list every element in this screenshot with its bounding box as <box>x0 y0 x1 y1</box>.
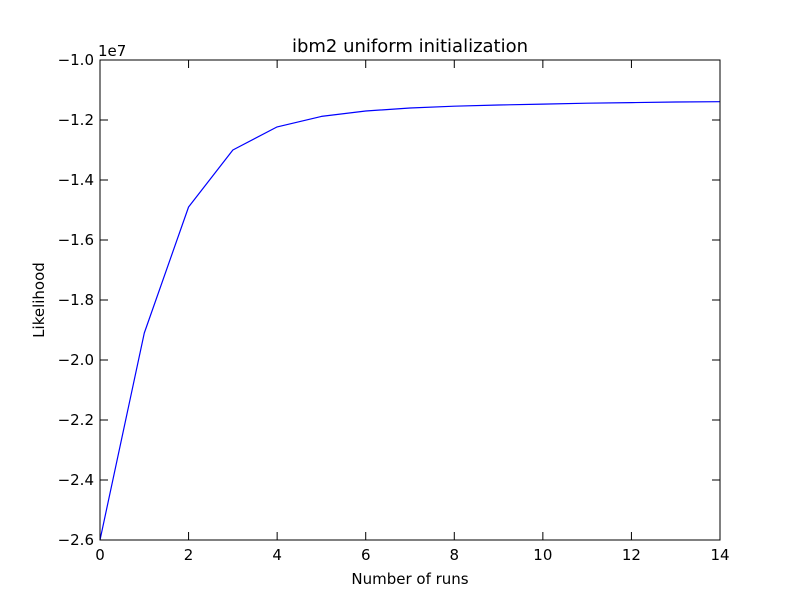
y-tick-label: −1.0 <box>58 51 94 69</box>
y-tick-label: −2.2 <box>58 411 94 429</box>
y-tick-label: −2.4 <box>58 471 94 489</box>
x-axis-label: Number of runs <box>351 570 468 588</box>
plot-frame <box>99 59 721 541</box>
x-tick-label: 8 <box>450 546 460 564</box>
y-axis-label: Likelihood <box>30 262 48 338</box>
x-tick-label: 0 <box>95 546 105 564</box>
y-tick-label: −1.2 <box>58 111 94 129</box>
x-tick-label: 4 <box>272 546 282 564</box>
y-tick-label: −1.6 <box>58 231 94 249</box>
series-layer <box>99 101 721 541</box>
y-offset-label: 1e7 <box>98 42 126 60</box>
chart-title: ibm2 uniform initialization <box>292 36 528 57</box>
y-tick-label: −2.6 <box>58 531 94 549</box>
x-tick-label: 6 <box>361 546 371 564</box>
series-line <box>99 101 721 541</box>
y-tick-label: −1.8 <box>58 291 94 309</box>
x-tick-label: 10 <box>533 546 552 564</box>
y-tick-label: −1.4 <box>58 171 94 189</box>
tick-layer: 0 2 4 6 8 10 12 14 −2.6 −2.4 −2.2 −2.0 −1.8 −1.6 −1.4 −… <box>58 51 730 564</box>
x-tick-label: 2 <box>184 546 194 564</box>
x-tick-label: 14 <box>710 546 729 564</box>
x-tick-label: 12 <box>622 546 641 564</box>
y-tick-label: −2.0 <box>58 351 94 369</box>
